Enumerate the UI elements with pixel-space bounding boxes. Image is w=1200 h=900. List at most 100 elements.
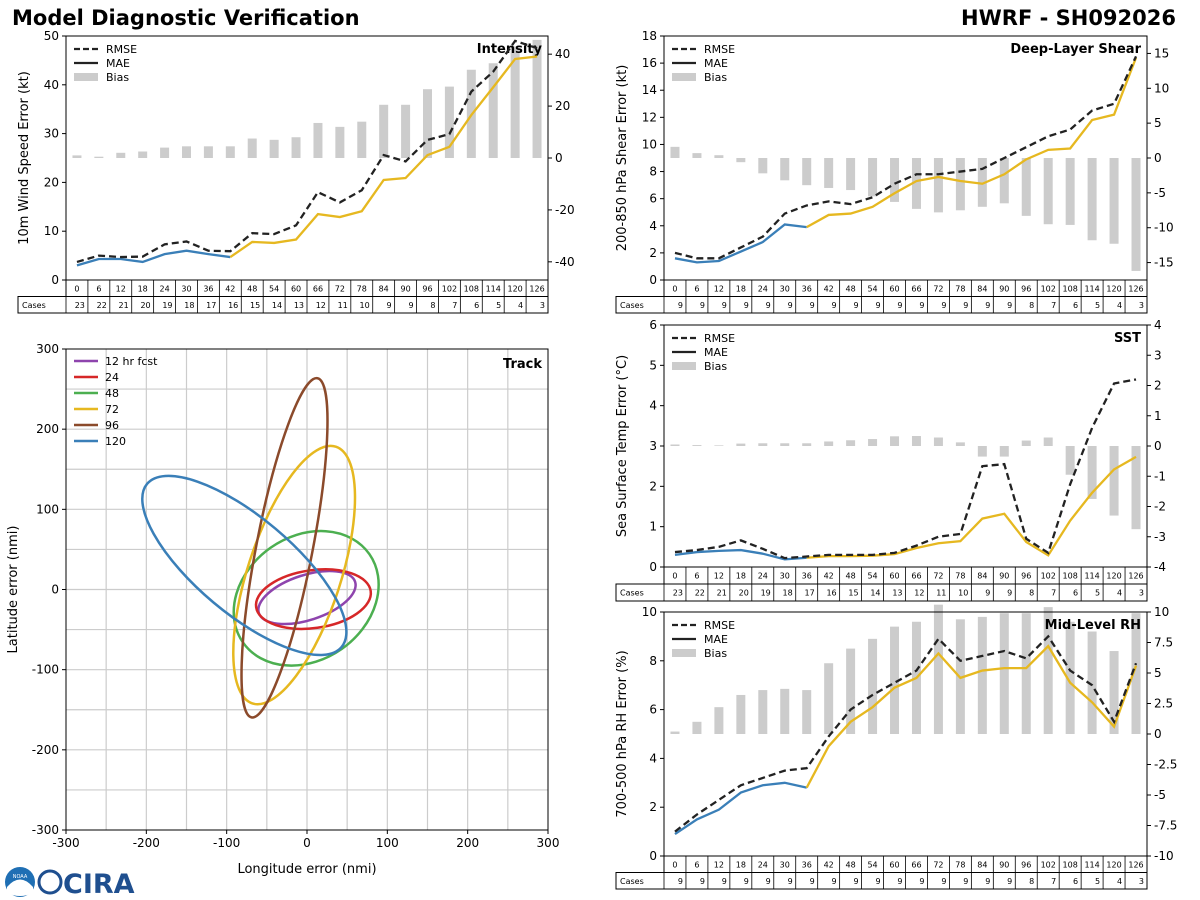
- legend-mae-label: MAE: [106, 57, 130, 70]
- case-count: 13: [294, 301, 304, 310]
- bias-bar: [758, 690, 768, 734]
- bias-bar: [1043, 607, 1053, 734]
- bias-bar: [510, 46, 520, 158]
- panel-title: Deep-Layer Shear: [1010, 42, 1141, 57]
- bias-bar: [692, 153, 702, 158]
- bias-bar: [736, 158, 746, 163]
- forecast-hour: 54: [867, 284, 877, 293]
- case-count: 9: [963, 877, 968, 886]
- bias-bar: [780, 443, 790, 446]
- bias-bar: [160, 147, 170, 158]
- mae-line-early: [674, 781, 807, 835]
- case-count: 9: [387, 301, 392, 310]
- legend-mae-label: MAE: [704, 57, 728, 70]
- forecast-hour: 78: [357, 284, 367, 293]
- forecast-hour: 114: [1084, 572, 1099, 581]
- case-count: 9: [766, 877, 771, 886]
- noaa-wave-icon: [7, 879, 33, 896]
- mae-line: [806, 57, 1138, 229]
- bias-bar: [846, 440, 856, 446]
- y-tick-label: 0: [649, 849, 657, 863]
- forecast-hour: 42: [225, 284, 235, 293]
- y-tick-label: 8: [649, 654, 657, 668]
- case-count: 23: [673, 589, 683, 598]
- mae-line: [805, 644, 1138, 789]
- forecast-hour: 6: [694, 572, 699, 581]
- forecast-hour: 84: [977, 572, 987, 581]
- y2-tick-label: -1: [1154, 469, 1166, 483]
- x-tick-label: 300: [537, 836, 560, 850]
- bias-bar: [1131, 158, 1141, 271]
- y-axis-label: 10m Wind Speed Error (kt): [17, 71, 32, 245]
- bias-bar: [911, 158, 921, 209]
- legend-mae-label: MAE: [704, 346, 728, 359]
- y2-tick-label: 0: [1154, 727, 1162, 741]
- y-tick-label: 20: [44, 175, 59, 189]
- case-count: 12: [914, 589, 924, 598]
- bias-bar: [225, 146, 235, 158]
- case-count: 3: [1139, 301, 1144, 310]
- y-tick-label: 0: [51, 273, 59, 287]
- bias-bar: [868, 158, 878, 197]
- forecast-hour: 66: [313, 284, 323, 293]
- y2-tick-label: 1: [1154, 409, 1162, 423]
- y-tick-label: 10: [642, 137, 657, 151]
- case-count: 14: [870, 589, 880, 598]
- case-count: 11: [338, 301, 348, 310]
- bias-bar: [736, 443, 746, 446]
- rmse-line: [674, 634, 1138, 833]
- forecast-hour: 108: [1063, 572, 1078, 581]
- case-count: 22: [97, 301, 107, 310]
- cases-row: [615, 872, 1148, 890]
- forecast-hour: 72: [933, 860, 943, 869]
- bias-bar: [1109, 158, 1119, 244]
- forecast-hour: 42: [824, 860, 834, 869]
- rmse-line: [76, 39, 538, 264]
- y-tick-label: 0: [51, 583, 59, 597]
- bias-bar: [291, 137, 301, 158]
- legend-label: 48: [105, 387, 119, 400]
- case-count: 9: [788, 301, 793, 310]
- case-count: 7: [1051, 301, 1056, 310]
- y2-tick-label: -5: [1154, 186, 1166, 200]
- rmse-line: [674, 378, 1137, 560]
- case-count: 3: [1139, 877, 1144, 886]
- y-tick-label: 12: [642, 110, 657, 124]
- cases-row: [615, 296, 1148, 314]
- forecast-hour: 24: [758, 284, 768, 293]
- forecast-hour: 120: [507, 284, 522, 293]
- y-tick-label: 40: [44, 78, 59, 92]
- bias-bar: [94, 156, 104, 158]
- case-count: 3: [1139, 589, 1144, 598]
- case-count: 9: [832, 301, 837, 310]
- y-tick-label: 4: [649, 751, 657, 765]
- case-count: 5: [1095, 589, 1100, 598]
- legend-bias-swatch: [672, 649, 696, 657]
- forecast-hour: 36: [802, 572, 812, 581]
- case-count: 9: [897, 877, 902, 886]
- forecast-hour: 102: [1041, 284, 1056, 293]
- bias-bar: [247, 138, 257, 158]
- case-count: 9: [985, 589, 990, 598]
- bias-bar: [714, 707, 724, 734]
- cases-label: Cases: [22, 301, 46, 310]
- bias-bar: [116, 152, 126, 158]
- case-count: 6: [1073, 301, 1078, 310]
- forecast-hour: 48: [846, 284, 856, 293]
- case-count: 9: [1007, 589, 1012, 598]
- case-count: 11: [936, 589, 946, 598]
- forecast-hour: 90: [999, 284, 1009, 293]
- case-count: 14: [272, 301, 282, 310]
- case-count: 12: [316, 301, 326, 310]
- bias-bar: [1131, 613, 1141, 734]
- forecast-hour: 36: [203, 284, 213, 293]
- y2-tick-label: 0: [555, 151, 563, 165]
- forecast-hour: 0: [672, 860, 677, 869]
- cases-row: [615, 583, 1148, 602]
- noaa-text: NOAA: [13, 874, 28, 880]
- case-count: 21: [119, 301, 129, 310]
- x-tick-label: -300: [52, 836, 79, 850]
- case-count: 3: [540, 301, 545, 310]
